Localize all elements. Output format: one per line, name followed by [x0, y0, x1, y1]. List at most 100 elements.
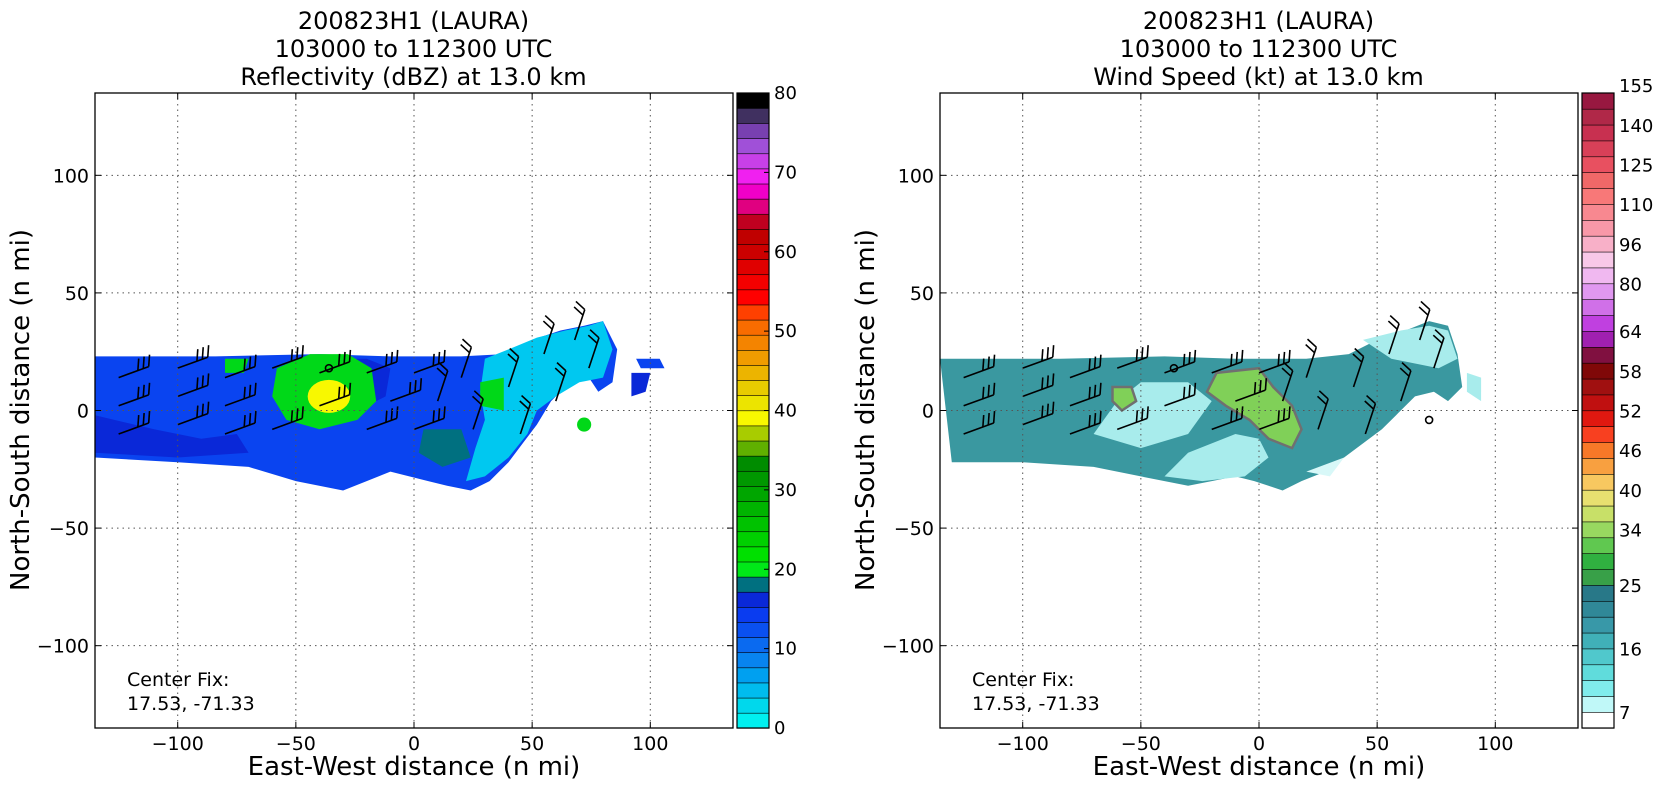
colorbar-swatch [736, 682, 770, 699]
colorbar-swatch [736, 500, 770, 517]
colorbar-swatch [736, 319, 770, 336]
wind-barb-flag [142, 356, 145, 369]
wind-barb-flag [1306, 338, 1317, 348]
colorbar-swatch [736, 652, 770, 669]
colorbar-swatch [736, 183, 770, 200]
x-tick-label: 50 [1365, 733, 1389, 755]
colorbar-swatch [736, 425, 770, 442]
wind-barb-flag [1088, 386, 1091, 399]
echo-region [225, 358, 249, 373]
colorbar-swatch [736, 667, 770, 684]
colorbar-swatch [1581, 140, 1615, 158]
colorbar-swatch [1581, 410, 1615, 427]
colorbar-label: 64 [1619, 322, 1642, 343]
wind-barb-flag [1277, 410, 1280, 423]
colorbar-swatch [1581, 695, 1615, 713]
wind-barb-flag [1253, 382, 1257, 395]
wind-barb-flag [137, 358, 140, 371]
wind-barb-flag [1282, 408, 1286, 421]
wind-barb-flag [1041, 405, 1044, 418]
wind-barb-flag [343, 351, 346, 364]
colorbar-label: 7 [1619, 703, 1630, 724]
wind-barb-flag [438, 362, 449, 372]
wind-barb-flag [1141, 408, 1144, 421]
wind-barb-flag [432, 410, 435, 423]
colorbar-swatch [736, 228, 770, 245]
colorbar-swatch [1581, 378, 1615, 396]
wind-barb-flag [1432, 334, 1443, 344]
echo-region [466, 321, 613, 482]
wind-barb-flag [432, 353, 435, 366]
wind-barb-flag [554, 367, 565, 377]
y-tick-label: 100 [53, 165, 89, 187]
colorbar-swatch [736, 153, 770, 170]
wind-barb-flag [461, 338, 472, 348]
wind-barb-flag [1193, 382, 1197, 395]
wind-barb-flag [987, 356, 990, 369]
wind-barb-flag [1051, 345, 1055, 358]
wind-barb-flag [337, 353, 341, 366]
colorbar-label: 80 [774, 83, 797, 104]
calm-marker [324, 363, 334, 373]
colorbar-swatch [1581, 283, 1615, 300]
wind-barb-flag [201, 403, 204, 416]
wind-barb-flag [142, 384, 145, 397]
colorbar-swatch [1581, 711, 1615, 729]
chart-title-line-3: Wind Speed (kt) at 13.0 km [1093, 63, 1424, 91]
colorbar-swatch [1581, 362, 1615, 380]
wind-barb-flag [1046, 375, 1049, 388]
colorbar-label: 30 [774, 480, 797, 501]
wind-barb-flag [201, 347, 204, 360]
wind-barb-flag [290, 349, 294, 362]
wind-region [1466, 372, 1482, 402]
y-tick-label: −100 [882, 636, 934, 658]
x-axis-label: East-West distance (n mi) [247, 752, 581, 782]
wind-barb-flag [254, 411, 257, 424]
colorbar-swatch [736, 334, 770, 351]
colorbar-label: 58 [1619, 362, 1642, 383]
wind-barb-flag [1041, 349, 1044, 362]
wind-barb-flag [1316, 395, 1327, 406]
wind-barb-flag [575, 300, 586, 311]
wind-barb-flag [147, 354, 151, 367]
wind-barb-flag [1046, 347, 1049, 360]
wind-barb-flag [1387, 320, 1398, 330]
echo-region [418, 429, 471, 467]
wind-core [1205, 366, 1303, 450]
wind-barb-flag [348, 382, 352, 395]
wind-barb-flag [1354, 347, 1365, 358]
wind-barb-flag [196, 405, 199, 418]
colorbar-frame [1581, 92, 1615, 729]
colorbar-swatch [1581, 426, 1615, 443]
wind-barb-flag [573, 306, 584, 316]
colorbar-label: 20 [774, 559, 797, 580]
wind-speed-plot: −100 −50 0 50 100 −100 −50 0 50 100 Center Fix:17.… [882, 76, 1654, 755]
wind-barb-flag [1230, 410, 1233, 423]
colorbar-swatch [1581, 330, 1615, 348]
colorbar-label: 125 [1619, 155, 1653, 176]
wind-barb-flag [385, 410, 388, 423]
colorbar-swatch [736, 621, 770, 638]
colorbar-swatch [736, 591, 770, 608]
wind-barb-flag [1141, 347, 1144, 360]
colorbar-swatch [736, 274, 770, 291]
wind-barb-flag [1051, 401, 1055, 414]
wind-barb-flag [443, 406, 446, 419]
wind-barb-flag [1046, 403, 1049, 416]
wind-barb-flag [1088, 414, 1091, 428]
colorbar-label: 0 [774, 718, 785, 739]
colorbar-swatch [1581, 553, 1615, 570]
wind-barb-flag [337, 386, 341, 399]
wind-barb-flag [437, 408, 441, 421]
calm-marker [1169, 363, 1179, 373]
colorbar-swatch [736, 395, 770, 412]
wind-barb-flag [982, 358, 985, 371]
colorbar-label: 10 [774, 639, 797, 660]
wind-barb-flag [206, 401, 210, 414]
wind-barb-flag [1418, 306, 1429, 316]
y-tick-label: 50 [910, 283, 934, 305]
wind-barb-flag [1281, 367, 1292, 377]
wind-barb-flag [1241, 349, 1244, 362]
wind-barb-flag [1188, 351, 1191, 364]
